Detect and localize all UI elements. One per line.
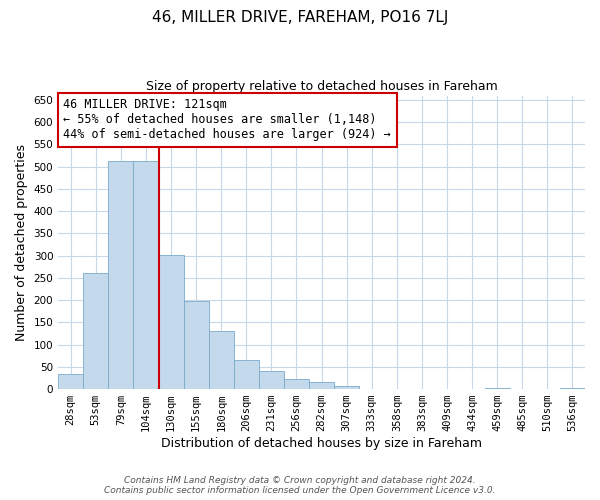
Text: 46, MILLER DRIVE, FAREHAM, PO16 7LJ: 46, MILLER DRIVE, FAREHAM, PO16 7LJ (152, 10, 448, 25)
Bar (58, 374, 83, 389)
Bar (309, 382, 334, 389)
Bar (234, 360, 259, 389)
Y-axis label: Number of detached properties: Number of detached properties (15, 144, 28, 341)
Text: Contains HM Land Registry data © Crown copyright and database right 2024.
Contai: Contains HM Land Registry data © Crown c… (104, 476, 496, 495)
Bar (560, 388, 585, 389)
Title: Size of property relative to detached houses in Fareham: Size of property relative to detached ho… (146, 80, 497, 93)
Bar (334, 386, 359, 389)
Bar (184, 302, 209, 389)
Bar (83, 274, 109, 389)
Bar (209, 332, 234, 389)
Bar (485, 388, 510, 389)
X-axis label: Distribution of detached houses by size in Fareham: Distribution of detached houses by size … (161, 437, 482, 450)
Bar (259, 372, 284, 389)
Bar (133, 161, 158, 389)
Bar (109, 161, 133, 389)
Text: 46 MILLER DRIVE: 121sqm
← 55% of detached houses are smaller (1,148)
44% of semi: 46 MILLER DRIVE: 121sqm ← 55% of detache… (64, 98, 391, 142)
Bar (284, 379, 309, 389)
Bar (158, 255, 184, 389)
